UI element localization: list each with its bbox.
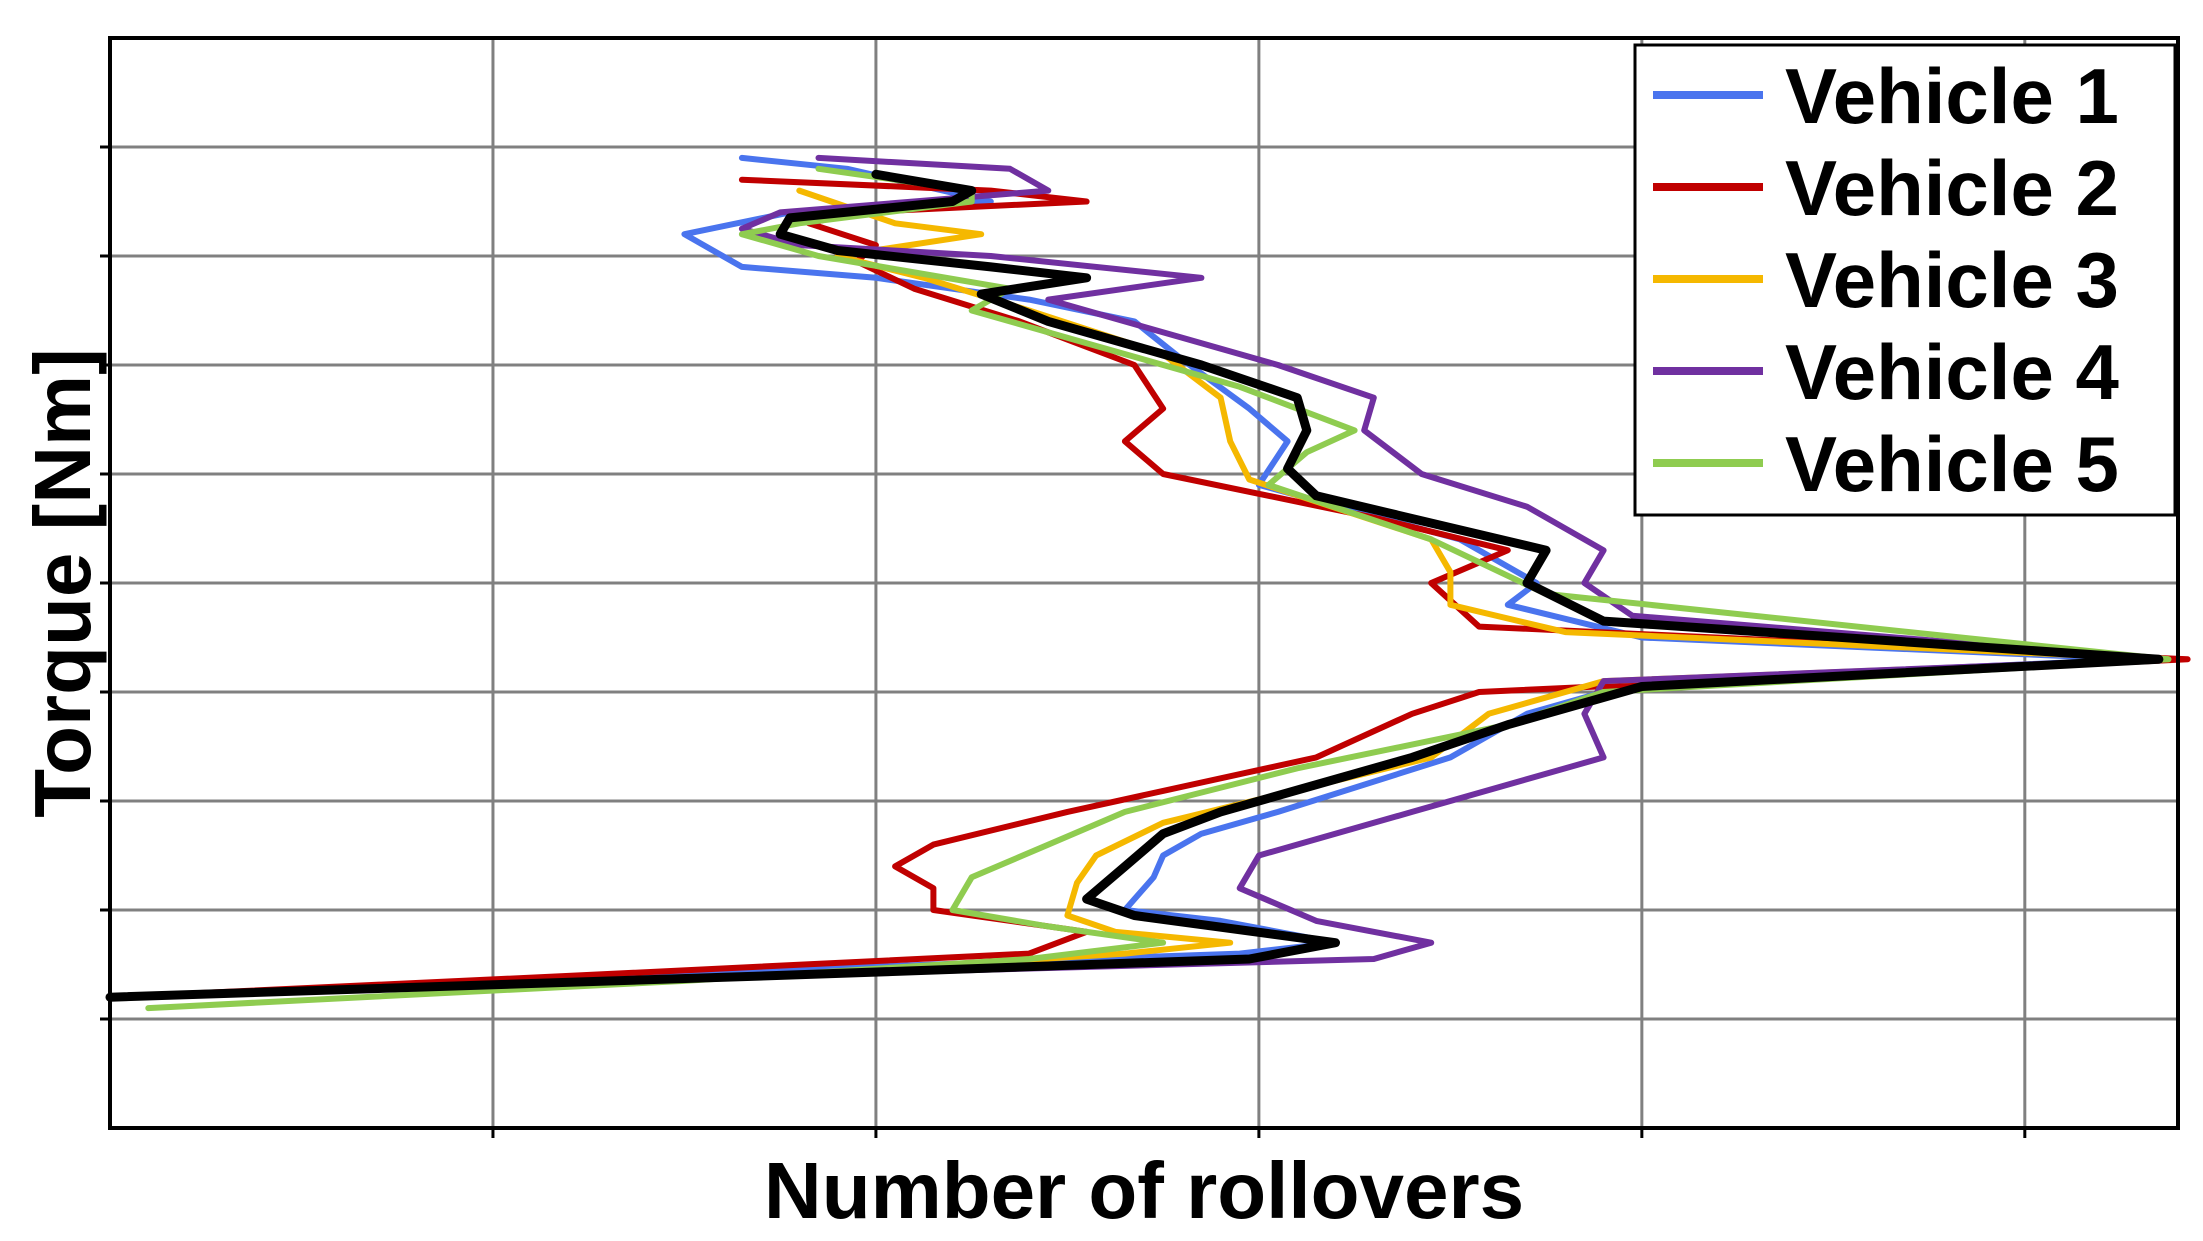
legend-label-vehicle-1: Vehicle 1	[1785, 52, 2119, 140]
series-layer	[105, 154, 2191, 1012]
legend-label-vehicle-2: Vehicle 2	[1785, 144, 2119, 232]
plot-frame	[108, 36, 2180, 1130]
series-line-mean	[105, 169, 2164, 1002]
series-line-vehicle-5	[145, 165, 2172, 1012]
x-axis-label: Number of rollovers	[764, 1146, 1524, 1235]
legend-box	[1633, 43, 2177, 517]
series-line-vehicle-4	[107, 154, 2162, 1001]
series-line-vehicle-2	[107, 176, 2191, 1001]
series-line-vehicle-3	[107, 187, 2172, 1001]
legend-label-vehicle-3: Vehicle 3	[1785, 236, 2119, 324]
legend-label-vehicle-5: Vehicle 5	[1785, 420, 2119, 508]
y-axis-label: Torque [Nm]	[18, 348, 107, 818]
legend-label-vehicle-4: Vehicle 4	[1785, 328, 2119, 416]
